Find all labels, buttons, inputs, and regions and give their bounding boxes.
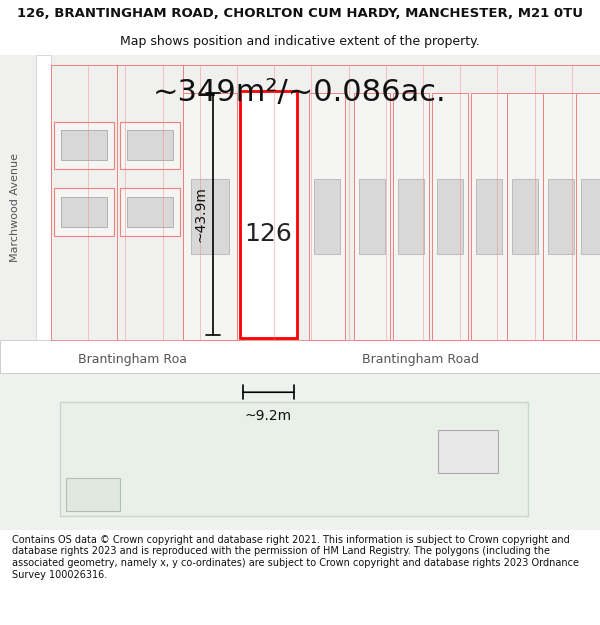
Bar — [438, 430, 498, 473]
Bar — [354, 93, 390, 340]
Bar — [476, 179, 502, 254]
Bar — [398, 179, 424, 254]
Bar — [0, 340, 600, 373]
Bar — [61, 130, 107, 161]
Bar — [314, 179, 340, 254]
Bar — [120, 188, 180, 236]
Bar — [0, 373, 600, 530]
Bar — [0, 55, 600, 340]
Bar — [512, 179, 538, 254]
Bar — [61, 196, 107, 227]
Bar — [120, 121, 180, 169]
Bar — [36, 55, 51, 340]
Text: ~9.2m: ~9.2m — [245, 409, 292, 423]
Bar — [54, 188, 114, 236]
Text: 126: 126 — [245, 222, 292, 246]
Bar — [191, 179, 229, 254]
Bar — [359, 179, 385, 254]
Bar — [432, 93, 468, 340]
Text: 126, BRANTINGHAM ROAD, CHORLTON CUM HARDY, MANCHESTER, M21 0TU: 126, BRANTINGHAM ROAD, CHORLTON CUM HARD… — [17, 8, 583, 20]
Bar — [576, 93, 600, 340]
Bar — [393, 93, 429, 340]
Text: Brantingham Roa⁠: Brantingham Roa⁠ — [77, 352, 187, 366]
Text: Map shows position and indicative extent of the property.: Map shows position and indicative extent… — [120, 35, 480, 48]
Bar — [60, 402, 528, 516]
Bar — [66, 478, 120, 511]
Bar — [471, 93, 507, 340]
Bar — [183, 93, 237, 340]
Text: ~43.9m: ~43.9m — [193, 186, 207, 242]
Bar — [507, 93, 543, 340]
Bar — [437, 179, 463, 254]
Bar — [543, 93, 579, 340]
Bar — [548, 179, 574, 254]
Text: Contains OS data © Crown copyright and database right 2021. This information is : Contains OS data © Crown copyright and d… — [12, 535, 579, 579]
Text: Marchwood Avenue: Marchwood Avenue — [10, 152, 20, 261]
Bar — [240, 91, 297, 338]
Text: ~349m²/~0.086ac.: ~349m²/~0.086ac. — [153, 79, 447, 107]
Bar — [309, 93, 345, 340]
Bar — [581, 179, 600, 254]
Bar — [127, 130, 173, 161]
Bar — [54, 121, 114, 169]
Bar — [127, 196, 173, 227]
Text: Brantingham Road: Brantingham Road — [361, 352, 479, 366]
